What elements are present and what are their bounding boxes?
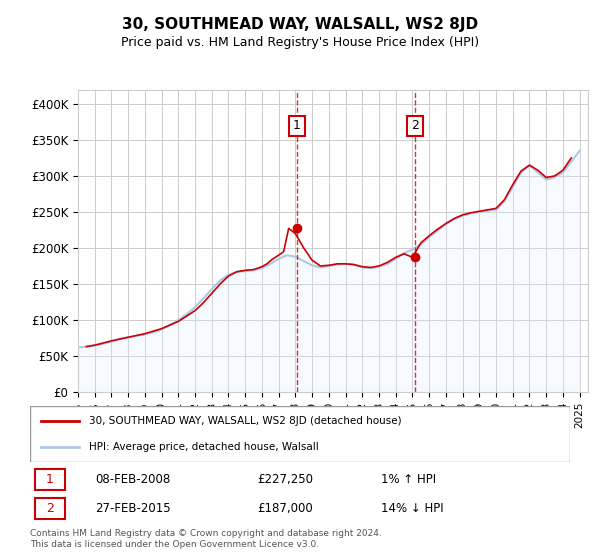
Text: 1% ↑ HPI: 1% ↑ HPI <box>381 473 436 486</box>
Text: Price paid vs. HM Land Registry's House Price Index (HPI): Price paid vs. HM Land Registry's House … <box>121 36 479 49</box>
Text: Contains HM Land Registry data © Crown copyright and database right 2024.
This d: Contains HM Land Registry data © Crown c… <box>30 529 382 549</box>
Text: 1: 1 <box>46 473 54 486</box>
Text: HPI: Average price, detached house, Walsall: HPI: Average price, detached house, Wals… <box>89 442 319 452</box>
Text: £187,000: £187,000 <box>257 502 313 515</box>
Text: £227,250: £227,250 <box>257 473 313 486</box>
Text: 14% ↓ HPI: 14% ↓ HPI <box>381 502 443 515</box>
FancyBboxPatch shape <box>35 469 65 490</box>
Text: 30, SOUTHMEAD WAY, WALSALL, WS2 8JD (detached house): 30, SOUTHMEAD WAY, WALSALL, WS2 8JD (det… <box>89 416 402 426</box>
FancyBboxPatch shape <box>30 406 570 462</box>
Text: 27-FEB-2015: 27-FEB-2015 <box>95 502 170 515</box>
Text: 2: 2 <box>411 119 419 132</box>
Text: 08-FEB-2008: 08-FEB-2008 <box>95 473 170 486</box>
Text: 2: 2 <box>46 502 54 515</box>
Text: 1: 1 <box>293 119 301 132</box>
FancyBboxPatch shape <box>35 498 65 520</box>
Text: 30, SOUTHMEAD WAY, WALSALL, WS2 8JD: 30, SOUTHMEAD WAY, WALSALL, WS2 8JD <box>122 17 478 32</box>
